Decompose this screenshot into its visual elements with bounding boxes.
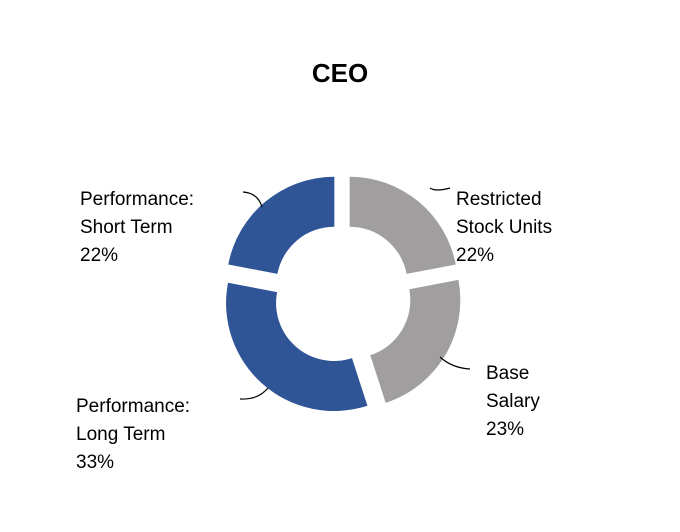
slice-label-line: Long Term xyxy=(76,424,165,445)
slice-percent-label: 23% xyxy=(486,419,524,440)
slice-label-line: Short Term xyxy=(80,217,173,238)
slice-label-line: Performance: xyxy=(76,396,190,417)
leader-performance-short-term xyxy=(242,191,263,208)
slice-percent-label: 22% xyxy=(80,245,118,266)
slice-performance-short-term xyxy=(228,176,335,274)
slice-restricted-stock-units xyxy=(349,176,456,274)
slice-performance-long-term xyxy=(226,282,368,412)
leader-restricted-stock-units xyxy=(429,187,451,191)
slice-label-performance-short-term: Performance: Short Term 22% xyxy=(80,189,199,266)
slice-label-base-salary: Base Salary 23% xyxy=(486,363,545,440)
leader-performance-long-term xyxy=(239,387,269,400)
slices-group xyxy=(226,176,461,412)
leader-lines-group xyxy=(239,187,471,400)
leader-base-salary xyxy=(439,356,471,370)
slice-label-line: Restricted xyxy=(456,189,542,210)
slice-label-line: Stock Units xyxy=(456,217,552,238)
slice-percent-label: 22% xyxy=(456,245,494,266)
slice-label-line: Base xyxy=(486,363,529,384)
chart-title: CEO xyxy=(312,58,368,88)
slice-label-restricted-stock-units: Restricted Stock Units 22% xyxy=(456,189,557,266)
slice-label-line: Performance: xyxy=(80,189,194,210)
slice-percent-label: 33% xyxy=(76,452,114,473)
slice-base-salary xyxy=(370,279,461,403)
slice-label-performance-long-term: Performance: Long Term 33% xyxy=(76,396,195,473)
slice-label-line: Salary xyxy=(486,391,540,412)
